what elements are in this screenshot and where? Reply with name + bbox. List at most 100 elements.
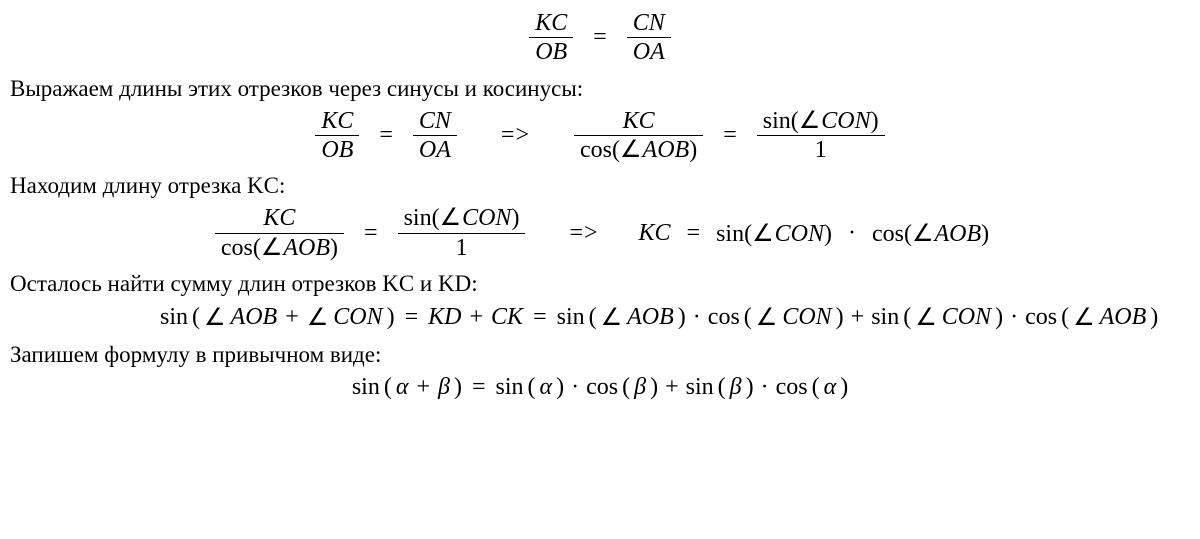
fraction: KC OB	[315, 108, 359, 164]
cdot: ·	[690, 304, 704, 331]
paragraph-2: Находим длину отрезка KC:	[10, 171, 1190, 201]
plus-sign: +	[412, 374, 434, 401]
term: cos(∠AOB)	[872, 219, 989, 248]
cdot: ·	[842, 220, 862, 247]
angle-icon: ∠	[799, 108, 822, 134]
paragraph-3: Осталось найти сумму длин отрезков KC и …	[10, 269, 1190, 299]
equals-sign: =	[527, 304, 553, 331]
math-document: KC OB = CN OA Выражаем длины этих отрезк…	[0, 0, 1200, 419]
fraction-bar	[574, 135, 703, 136]
rparen: )	[981, 221, 989, 247]
rparen: )	[330, 235, 338, 261]
equation-3: KC cos(∠AOB) = sin(∠CON) 1 => KC = sin(∠…	[10, 205, 1190, 261]
fraction-bar	[757, 135, 885, 136]
cos-fn: cos	[708, 304, 740, 331]
equals-sign: =	[466, 374, 492, 401]
cos-fn: cos	[872, 221, 904, 247]
lparen: (	[744, 304, 752, 331]
lparen: (	[622, 374, 630, 401]
cos-fn: cos	[1025, 304, 1057, 331]
numerator: CN	[627, 10, 671, 36]
plus-sign: +	[848, 304, 868, 331]
rparen: )	[556, 374, 564, 401]
fraction-bar	[529, 37, 573, 38]
lparen: (	[744, 221, 752, 247]
angle-arg: CON	[775, 221, 824, 247]
rparen: )	[454, 374, 462, 401]
angle-icon: ∠	[261, 235, 284, 261]
lparen: (	[1061, 304, 1069, 331]
denominator: OA	[413, 137, 457, 163]
fraction: CN OA	[413, 108, 457, 164]
lparen: (	[903, 304, 911, 331]
sin-fn: sin	[763, 108, 791, 134]
equals-sign: =	[587, 24, 613, 51]
equation-5: sin(α + β) = sin(α) · cos(β) + sin(β) · …	[10, 374, 1190, 401]
denominator: OA	[627, 39, 671, 65]
fraction: sin(∠CON) 1	[398, 205, 526, 261]
equals-sign: =	[399, 304, 425, 331]
sin-fn: sin	[404, 205, 432, 231]
equals-sign: =	[358, 220, 384, 247]
lparen: (	[904, 221, 912, 247]
fraction: KC cos(∠AOB)	[574, 108, 703, 164]
equation-1: KC OB = CN OA	[10, 10, 1190, 66]
plus-sign: +	[466, 304, 488, 331]
angle-icon: ∠	[601, 303, 624, 332]
numerator: CN	[413, 108, 457, 134]
angle-icon: ∠	[440, 205, 463, 231]
numerator: sin(∠CON)	[757, 108, 885, 134]
paragraph-1: Выражаем длины этих отрезков через синус…	[10, 74, 1190, 104]
fraction-bar	[398, 233, 526, 234]
lparen: (	[589, 304, 597, 331]
lparen: (	[253, 235, 261, 261]
angle-arg: AOB	[1100, 304, 1147, 331]
fraction-bar	[413, 135, 457, 136]
angle-icon: ∠	[1073, 303, 1096, 332]
alpha: α	[396, 374, 409, 401]
fraction: CN OA	[627, 10, 671, 66]
sin-fn: sin	[686, 374, 714, 401]
sin-fn: sin	[871, 304, 899, 331]
cos-fn: cos	[580, 137, 612, 163]
fraction: KC OB	[529, 10, 573, 66]
cdot: ·	[1007, 304, 1021, 331]
rparen: )	[840, 374, 848, 401]
angle-icon: ∠	[204, 303, 227, 332]
sin-fn: sin	[716, 221, 744, 247]
lparen: (	[528, 374, 536, 401]
sin-fn: sin	[352, 374, 380, 401]
cos-fn: cos	[776, 374, 808, 401]
numerator: KC	[315, 108, 359, 134]
beta: β	[438, 374, 450, 401]
denominator: OB	[529, 39, 573, 65]
angle-icon: ∠	[752, 221, 775, 247]
angle-icon: ∠	[756, 303, 779, 332]
alpha: α	[824, 374, 837, 401]
angle-arg: CON	[942, 304, 991, 331]
angle-arg: CON	[821, 108, 870, 134]
equals-sign: =	[373, 122, 399, 149]
rparen: )	[824, 221, 832, 247]
angle-arg: AOB	[643, 137, 690, 163]
ck-var: CK	[491, 304, 523, 331]
lparen: (	[192, 304, 200, 331]
fraction-bar	[315, 135, 359, 136]
sin-fn: sin	[557, 304, 585, 331]
fraction: KC cos(∠AOB)	[215, 205, 344, 261]
denominator: cos(∠AOB)	[574, 137, 703, 163]
fraction-bar	[215, 233, 344, 234]
angle-arg: CON	[782, 304, 831, 331]
equation-2: KC OB = CN OA => KC cos(∠AOB) = si	[10, 108, 1190, 164]
cos-fn: cos	[221, 235, 253, 261]
implies-arrow: =>	[539, 220, 628, 247]
cdot: ·	[568, 374, 582, 401]
angle-icon: ∠	[915, 303, 938, 332]
angle-icon: ∠	[912, 221, 935, 247]
kd-var: KD	[428, 304, 461, 331]
angle-icon: ∠	[620, 137, 643, 163]
angle-arg: AOB	[627, 304, 674, 331]
equals-sign: =	[717, 122, 743, 149]
lparen: (	[791, 108, 799, 134]
lparen: (	[384, 374, 392, 401]
